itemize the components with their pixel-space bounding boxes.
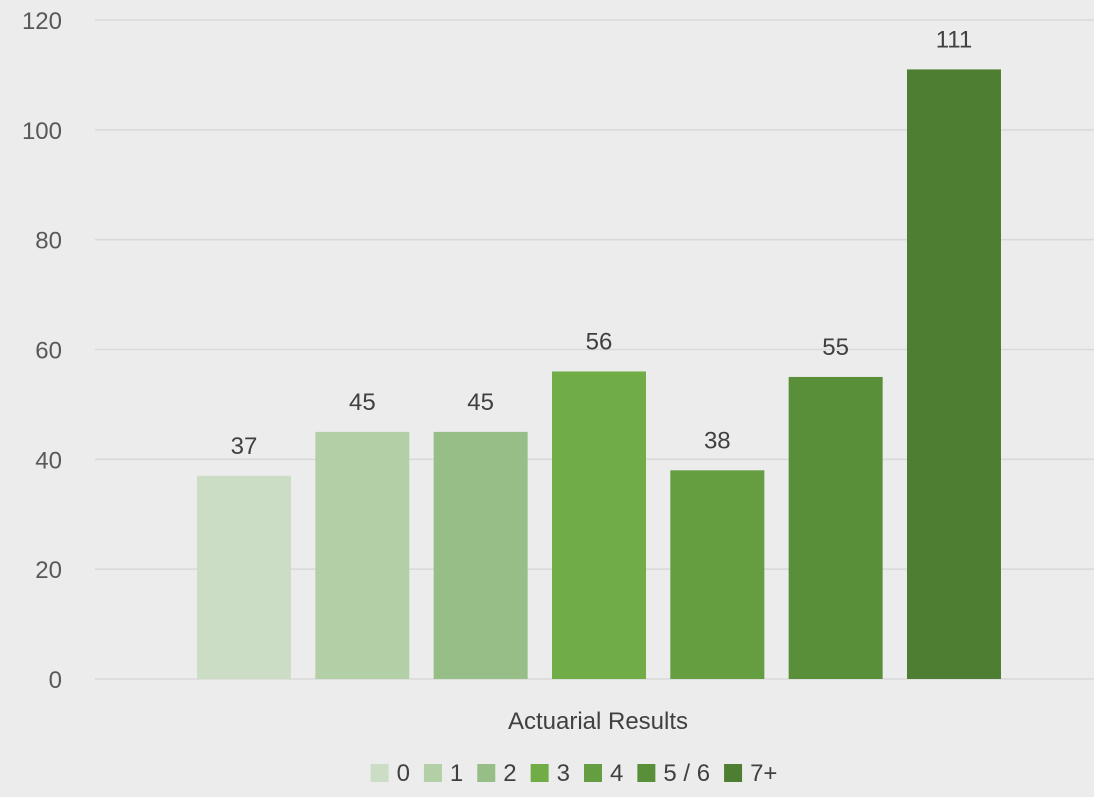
legend-item-3: 3 (530, 760, 570, 787)
legend-swatch-1 (423, 764, 442, 782)
bar-series-4 (670, 470, 765, 679)
y-tick-label-40: 40 (35, 447, 62, 474)
data-label-series-4: 38 (704, 427, 731, 454)
bars (197, 69, 1001, 680)
legend-label-4: 4 (610, 760, 623, 787)
data-labels: 37 45 45 56 38 55 111 (231, 26, 973, 459)
x-category-label: Actuarial Results (508, 708, 688, 735)
legend-swatch-4 (584, 764, 602, 782)
y-tick-label-20: 20 (35, 557, 62, 584)
legend-item-2: 2 (477, 760, 517, 787)
data-label-series-3: 56 (586, 328, 613, 355)
y-tick-label-100: 100 (22, 118, 62, 145)
y-tick-label-80: 80 (35, 228, 62, 255)
legend-item-1: 1 (423, 760, 463, 787)
bar-series-2 (433, 431, 528, 679)
data-label-series-1: 45 (349, 389, 376, 416)
legend-swatch-0 (370, 764, 389, 782)
data-label-series-0: 37 (231, 433, 258, 460)
legend-swatch-5 (637, 764, 656, 782)
legend-item-6: 7+ (724, 760, 777, 787)
bar-series-3 (551, 371, 646, 679)
legend-label-0: 0 (397, 760, 410, 787)
y-tick-label-0: 0 (49, 667, 62, 694)
data-label-series-5: 55 (822, 334, 849, 361)
legend-label-2: 2 (503, 760, 516, 787)
legend-item-5: 5 / 6 (637, 760, 710, 787)
legend-label-3: 3 (557, 760, 570, 787)
legend-swatch-2 (477, 764, 496, 782)
legend-swatch-3 (530, 764, 549, 782)
legend-item-4: 4 (584, 760, 623, 787)
legend-item-0: 0 (370, 760, 410, 787)
legend-label-1: 1 (450, 760, 463, 787)
data-label-series-6: 111 (936, 26, 972, 53)
y-tick-label-120: 120 (22, 8, 62, 35)
legend-swatch-6 (724, 764, 743, 782)
bar-series-1 (315, 431, 410, 679)
bar-series-56 (788, 376, 883, 679)
legend-label-5: 5 / 6 (663, 760, 710, 787)
y-tick-label-60: 60 (35, 338, 62, 365)
category-labels: Actuarial Results (508, 708, 688, 735)
y-axis-tick-labels: 0 20 40 60 80 100 120 (22, 8, 62, 694)
legend: 0 1 2 3 4 5 / 6 7+ (370, 760, 777, 787)
legend-label-6: 7+ (750, 760, 777, 787)
data-label-series-2: 45 (467, 389, 494, 416)
bar-series-0 (197, 475, 291, 679)
bar-series-7+ (906, 69, 1001, 680)
